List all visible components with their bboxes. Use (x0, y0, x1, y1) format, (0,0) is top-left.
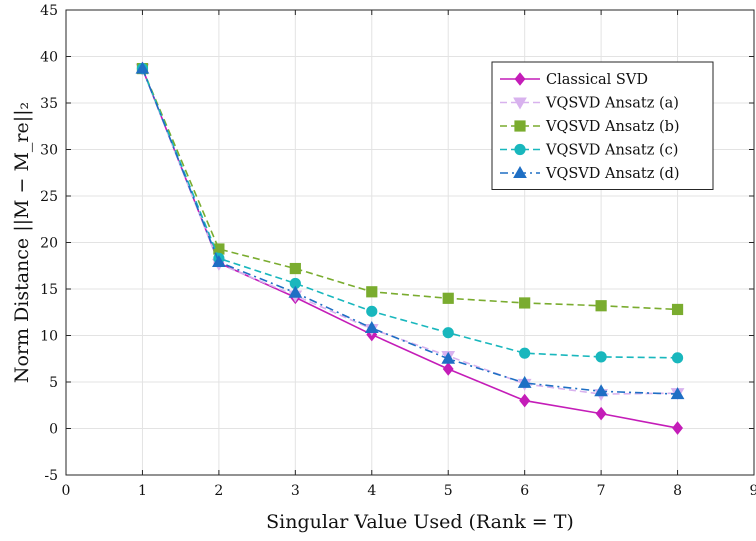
data-point (135, 61, 150, 74)
legend-item: VQSVD Ansatz (c) (500, 143, 678, 159)
series-5 (135, 61, 685, 400)
data-point (517, 375, 532, 388)
x-axis-label: Singular Value Used (Rank = T) (266, 511, 574, 533)
data-point (441, 351, 456, 364)
data-point (671, 303, 684, 316)
y-axis-label: Norm Distance ||M − M_re||₂ (11, 102, 33, 383)
data-point (442, 327, 454, 339)
data-point (212, 255, 226, 268)
y-tick-label: 30 (40, 143, 58, 159)
y-tick-label: 35 (40, 96, 58, 112)
data-point (213, 243, 225, 255)
x-tick-label: 0 (62, 483, 71, 499)
legend-item: VQSVD Ansatz (d) (500, 165, 680, 182)
x-tick-label: 7 (597, 483, 606, 499)
legend-swatch-marker (514, 120, 526, 132)
data-point (366, 286, 378, 298)
data-point (595, 300, 607, 312)
series-layer (135, 61, 685, 435)
legend-swatch-marker (513, 165, 527, 178)
x-tick-label: 2 (214, 483, 223, 499)
x-tick-label: 9 (750, 483, 756, 499)
legend-label: VQSVD Ansatz (b) (545, 119, 680, 135)
legend-item: Classical SVD (500, 72, 648, 88)
data-point (672, 421, 683, 435)
x-tick-label: 8 (673, 483, 682, 499)
y-tick-label: 10 (40, 329, 58, 345)
y-tick-label: 15 (40, 282, 58, 298)
data-point (519, 297, 531, 309)
x-tick-label: 4 (367, 483, 376, 499)
series-line (141, 68, 678, 395)
y-tick-label: 5 (49, 375, 58, 391)
data-point (671, 352, 684, 364)
legend-label: VQSVD Ansatz (c) (545, 143, 678, 159)
legend-label: Classical SVD (546, 72, 648, 88)
x-tick-label: 3 (291, 483, 300, 499)
legend-item: VQSVD Ansatz (a) (500, 96, 679, 112)
data-point (289, 262, 301, 275)
x-tick-label: 1 (138, 483, 147, 499)
data-point (442, 362, 454, 376)
y-tick-label: 45 (40, 3, 58, 19)
x-tick-label: 6 (520, 483, 529, 499)
data-point (595, 406, 607, 421)
y-tick-label: 40 (40, 50, 58, 66)
data-point (288, 285, 303, 298)
data-point (594, 384, 608, 397)
series-line (141, 68, 678, 395)
legend-label: VQSVD Ansatz (a) (545, 96, 679, 112)
data-point (366, 305, 378, 317)
y-tick-label: 20 (40, 236, 58, 252)
y-tick-label: -5 (44, 468, 58, 484)
legend-swatch-marker (514, 72, 526, 86)
y-tick-label: 25 (40, 189, 58, 205)
x-tick-label: 5 (444, 483, 453, 499)
data-point (519, 393, 531, 408)
data-point (364, 321, 379, 334)
legend-swatch-marker (514, 143, 526, 156)
data-point (442, 292, 454, 304)
series-line (141, 68, 678, 311)
legend-label: VQSVD Ansatz (d) (545, 166, 680, 182)
data-point (670, 387, 685, 400)
legend: Classical SVD VQSVD Ansatz (a) VQSVD Ansat… (491, 61, 714, 190)
data-point (519, 347, 531, 359)
legend-swatch-marker (513, 97, 527, 110)
series-line (141, 68, 678, 359)
data-point (595, 351, 607, 363)
legend-item: VQSVD Ansatz (b) (500, 119, 680, 135)
y-tick-label: 0 (49, 422, 58, 438)
series-3 (136, 62, 684, 316)
